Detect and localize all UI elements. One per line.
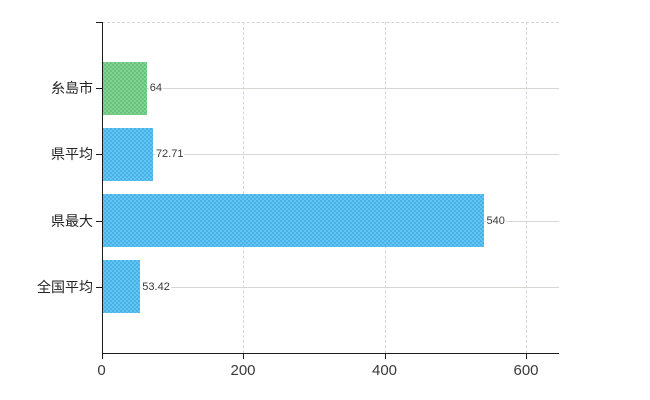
y-gridline [101,286,559,288]
x-gridline [243,22,244,353]
x-axis-tick-label: 0 [97,362,106,379]
bar-value-label: 64 [148,81,164,96]
bar-value-label: 53.42 [141,279,171,294]
bar [102,127,154,181]
y-axis-tick [95,22,102,23]
x-gridline [526,22,527,353]
category-label: 県平均 [51,146,93,163]
plot-top-border [101,22,559,23]
x-axis-tick [384,353,386,359]
y-axis-tick [95,88,102,90]
category-label: 全国平均 [37,278,93,295]
x-axis-tick-label: 200 [230,362,256,379]
bar [102,194,485,248]
x-axis-tick [101,353,103,359]
x-gridline [384,22,386,353]
category-label: 県最大 [51,212,93,229]
bar-value-label: 72.71 [154,147,185,162]
bar [102,260,140,314]
category-label: 糸島市 [51,80,93,97]
x-axis-tick-label: 400 [371,362,398,379]
y-axis-tick [95,220,102,222]
y-gridline [101,154,559,156]
x-axis-tick-label: 600 [513,362,539,379]
y-axis-line [101,22,103,354]
y-gridline [101,88,559,90]
x-axis-line [101,353,559,354]
y-axis-tick [95,154,102,156]
bar [102,61,148,115]
bar-value-label: 540 [485,213,506,228]
y-axis-tick [95,286,102,288]
x-axis-tick [243,353,244,359]
x-axis-tick [526,353,527,359]
